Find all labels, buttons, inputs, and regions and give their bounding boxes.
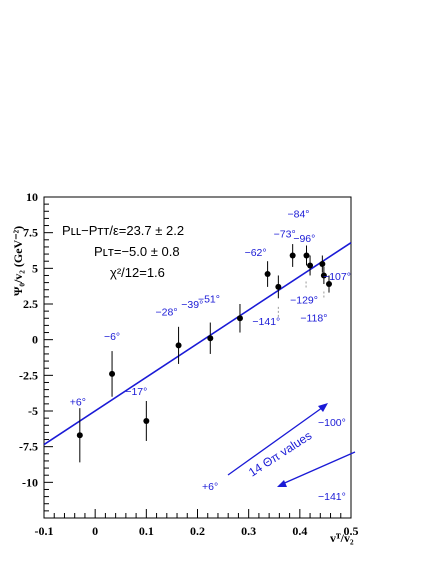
angle-label: −84° xyxy=(287,208,309,220)
angle-label: −107° xyxy=(323,271,351,283)
data-points xyxy=(76,244,332,463)
angle-label: −129° xyxy=(290,294,318,306)
angle-label: +6° xyxy=(70,396,86,408)
data-point xyxy=(207,335,214,342)
y-tick-label: -7.5 xyxy=(19,440,38,454)
angle-label: −51° xyxy=(198,293,220,305)
y-tick-label: -5 xyxy=(28,404,38,418)
angle-label: −28° xyxy=(156,306,178,318)
arrow-down-end-label: −141° xyxy=(318,491,346,503)
x-tick-label: 0 xyxy=(92,524,98,538)
x-axis-title: vᵀ/v₂ xyxy=(330,531,354,545)
x-tick-label: -0.1 xyxy=(35,524,54,538)
data-point xyxy=(236,315,243,322)
y-tick-label: 5 xyxy=(32,261,38,275)
ticks: -0.1 0 0.1 0.2 0.3 0.4 0.5 10 7.5 5 2.5 0 -2.5 -5 -7.5… xyxy=(19,190,359,538)
up-arrow-line xyxy=(227,404,327,476)
data-point xyxy=(319,261,326,268)
angle-label: −62° xyxy=(245,247,267,259)
y-tick-label: -2.5 xyxy=(19,368,38,382)
legend-label: 14 Θπ values xyxy=(246,428,314,479)
angle-label: −39° xyxy=(181,299,203,311)
arrow-up-end-label: −100° xyxy=(318,417,346,429)
data-point xyxy=(175,342,182,349)
x-tick-label: 0.4 xyxy=(292,524,307,538)
y-axis-title: Ψ₀/v₂ (GeV⁻²) xyxy=(11,226,25,296)
x-tick-label: 0.2 xyxy=(190,524,205,538)
data-point xyxy=(143,417,150,424)
data-point xyxy=(76,432,83,439)
y-tick-label: 10 xyxy=(26,190,38,204)
fit-result-line2: Pʟᴛ=−5.0 ± 0.8 xyxy=(94,244,180,259)
angle-label: −17° xyxy=(125,386,147,398)
data-point xyxy=(289,252,296,259)
fit-line xyxy=(43,241,352,446)
angle-label: −141° xyxy=(252,316,280,328)
data-point xyxy=(307,262,314,269)
angle-label: −96° xyxy=(293,233,315,245)
plot-frame xyxy=(43,196,352,519)
fit-line-group xyxy=(43,241,352,446)
data-point xyxy=(275,283,282,290)
axes xyxy=(43,196,352,519)
angle-label: −73° xyxy=(274,228,296,240)
x-tick-label: 0.3 xyxy=(241,524,256,538)
data-point xyxy=(320,272,327,279)
angle-label: −6° xyxy=(104,331,120,343)
data-point xyxy=(109,370,116,377)
data-point xyxy=(325,281,332,288)
x-tick-label: 0.5 xyxy=(344,524,359,538)
y-tick-label: 2.5 xyxy=(23,297,38,311)
y-tick-label: 0 xyxy=(32,333,38,347)
y-tick-label: 7.5 xyxy=(23,226,38,240)
up-arrow-head xyxy=(318,403,328,412)
arrow-start-label: +6° xyxy=(202,481,218,493)
data-point xyxy=(303,252,310,259)
theta-legend: 14 Θπ values +6° −100° −141° xyxy=(202,403,356,503)
data-point xyxy=(264,271,271,278)
down-arrow-head xyxy=(277,480,287,487)
fit-result-line3: χ²/12=1.6 xyxy=(110,265,165,280)
fit-result-line1: Pʟʟ−Pᴛᴛ/ε=23.7 ± 2.2 xyxy=(62,223,184,238)
angle-label: −118° xyxy=(300,312,327,324)
angle-labels: +6° −6° −17° −28°−39°−51° −62° −141° −73° −84° −… xyxy=(70,208,351,408)
x-tick-label: 0.1 xyxy=(139,524,154,538)
y-tick-label: -10 xyxy=(22,475,38,489)
down-arrow-line xyxy=(279,451,356,486)
